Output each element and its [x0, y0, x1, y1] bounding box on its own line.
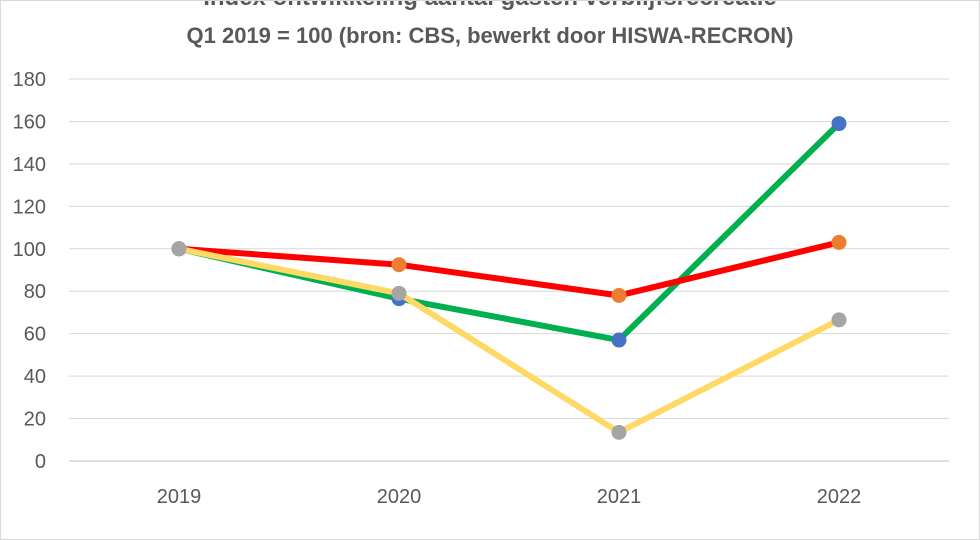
- y-tick-label: 100: [13, 239, 46, 261]
- gridlines: [69, 78, 949, 462]
- y-tick-label: 140: [13, 154, 46, 176]
- series-2: [171, 241, 847, 440]
- data-point: [611, 332, 627, 348]
- y-tick-label: 120: [13, 196, 46, 218]
- data-point: [391, 257, 407, 273]
- x-tick-label: 2022: [817, 486, 862, 508]
- chart-subtitle: Q1 2019 = 100 (bron: CBS, bewerkt door H…: [187, 23, 794, 48]
- x-tick-label: 2020: [377, 486, 422, 508]
- y-tick-label: 20: [24, 409, 46, 431]
- series-line: [176, 239, 842, 299]
- y-tick-label: 0: [35, 451, 46, 473]
- y-tick-label: 180: [13, 69, 46, 91]
- data-point: [831, 116, 847, 132]
- data-point: [831, 234, 847, 250]
- data-point: [171, 241, 187, 257]
- y-tick-label: 40: [24, 366, 46, 388]
- data-point: [611, 287, 627, 303]
- data-point: [391, 285, 407, 301]
- series-group: [171, 116, 847, 440]
- series-line: [176, 120, 842, 344]
- y-tick-label: 160: [13, 111, 46, 133]
- chart-title: Index ontwikkeling aantal gasten verblij…: [203, 1, 777, 11]
- series-0: [171, 116, 847, 348]
- series-line: [176, 245, 842, 436]
- data-point: [831, 312, 847, 328]
- y-tick-label: 60: [24, 324, 46, 346]
- y-axis-ticks: 0 20 40 60 80 100 120 140 160 180: [13, 69, 46, 473]
- y-tick-label: 80: [24, 281, 46, 303]
- x-tick-label: 2019: [157, 486, 202, 508]
- data-point: [611, 424, 627, 440]
- x-tick-label: 2021: [597, 486, 642, 508]
- x-axis-ticks: 2019 2020 2021 2022: [157, 486, 862, 508]
